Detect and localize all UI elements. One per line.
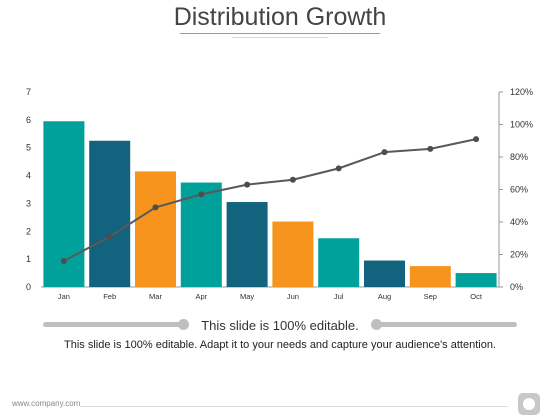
combo-chart: 0 1 2 3 4 5 6 7 0% 20% 40% 60% 80% 100% 120% Jan Feb Mar A…: [26, 87, 533, 301]
editable-body-text: This slide is 100% editable. Adapt it to…: [64, 339, 496, 351]
y-tick-label: 7: [26, 87, 31, 97]
bar: [89, 140, 131, 287]
line-point: [198, 191, 205, 198]
editable-caption: This slide is 100% editable.: [201, 318, 359, 333]
bar: [364, 260, 405, 287]
y-tick-label: 2: [26, 226, 31, 236]
left-slider-track[interactable]: [43, 322, 184, 327]
y-tick-label: 0: [26, 282, 31, 292]
line-point: [60, 258, 67, 264]
y-tick-label: 1: [26, 254, 31, 264]
y-tick-label: 5: [26, 143, 31, 153]
logo-icon: [518, 393, 540, 415]
y2-tick-label: 0%: [510, 282, 523, 292]
x-tick-label: Jan: [58, 292, 70, 301]
bar: [180, 182, 222, 287]
line-series: [63, 138, 477, 262]
line-point: [381, 149, 388, 156]
x-tick-label: Aug: [378, 292, 391, 301]
bar: [318, 238, 360, 287]
left-slider-knob[interactable]: [178, 319, 189, 330]
line-point: [335, 165, 342, 172]
y2-tick-label: 100%: [510, 120, 533, 130]
x-tick-label: Apr: [195, 292, 207, 301]
footer-divider: [80, 406, 508, 407]
x-tick-label: Jun: [287, 292, 299, 301]
line-point: [289, 176, 296, 183]
y2-tick-label: 40%: [510, 217, 528, 227]
footer-website: www.company.com: [12, 399, 81, 408]
line-point: [106, 233, 113, 240]
y2-tick-label: 120%: [510, 87, 533, 97]
y2-tick-label: 20%: [510, 250, 528, 260]
x-tick-label: Oct: [470, 292, 483, 301]
y-tick-label: 6: [26, 115, 31, 125]
x-tick-label: Mar: [149, 292, 162, 301]
y-tick-label: 4: [26, 171, 31, 181]
x-tick-label: May: [240, 292, 254, 301]
y2-tick-label: 60%: [510, 185, 528, 195]
bar: [409, 266, 451, 287]
title-underline: [180, 33, 380, 34]
line-point: [427, 145, 434, 152]
title-underline-secondary: [232, 37, 328, 38]
bar: [135, 171, 176, 287]
bar: [455, 273, 497, 287]
x-tick-label: Feb: [103, 292, 116, 301]
line-point: [473, 136, 480, 143]
right-slider-track[interactable]: [376, 322, 517, 327]
bar: [272, 221, 314, 287]
x-tick-label: Jul: [334, 292, 344, 301]
y-tick-label: 3: [26, 198, 31, 208]
bar: [226, 202, 268, 287]
y2-tick-label: 80%: [510, 152, 528, 162]
x-tick-label: Sep: [424, 292, 437, 301]
chart-title: Distribution Growth: [173, 3, 387, 31]
line-point: [152, 204, 159, 211]
line-point: [244, 181, 251, 188]
